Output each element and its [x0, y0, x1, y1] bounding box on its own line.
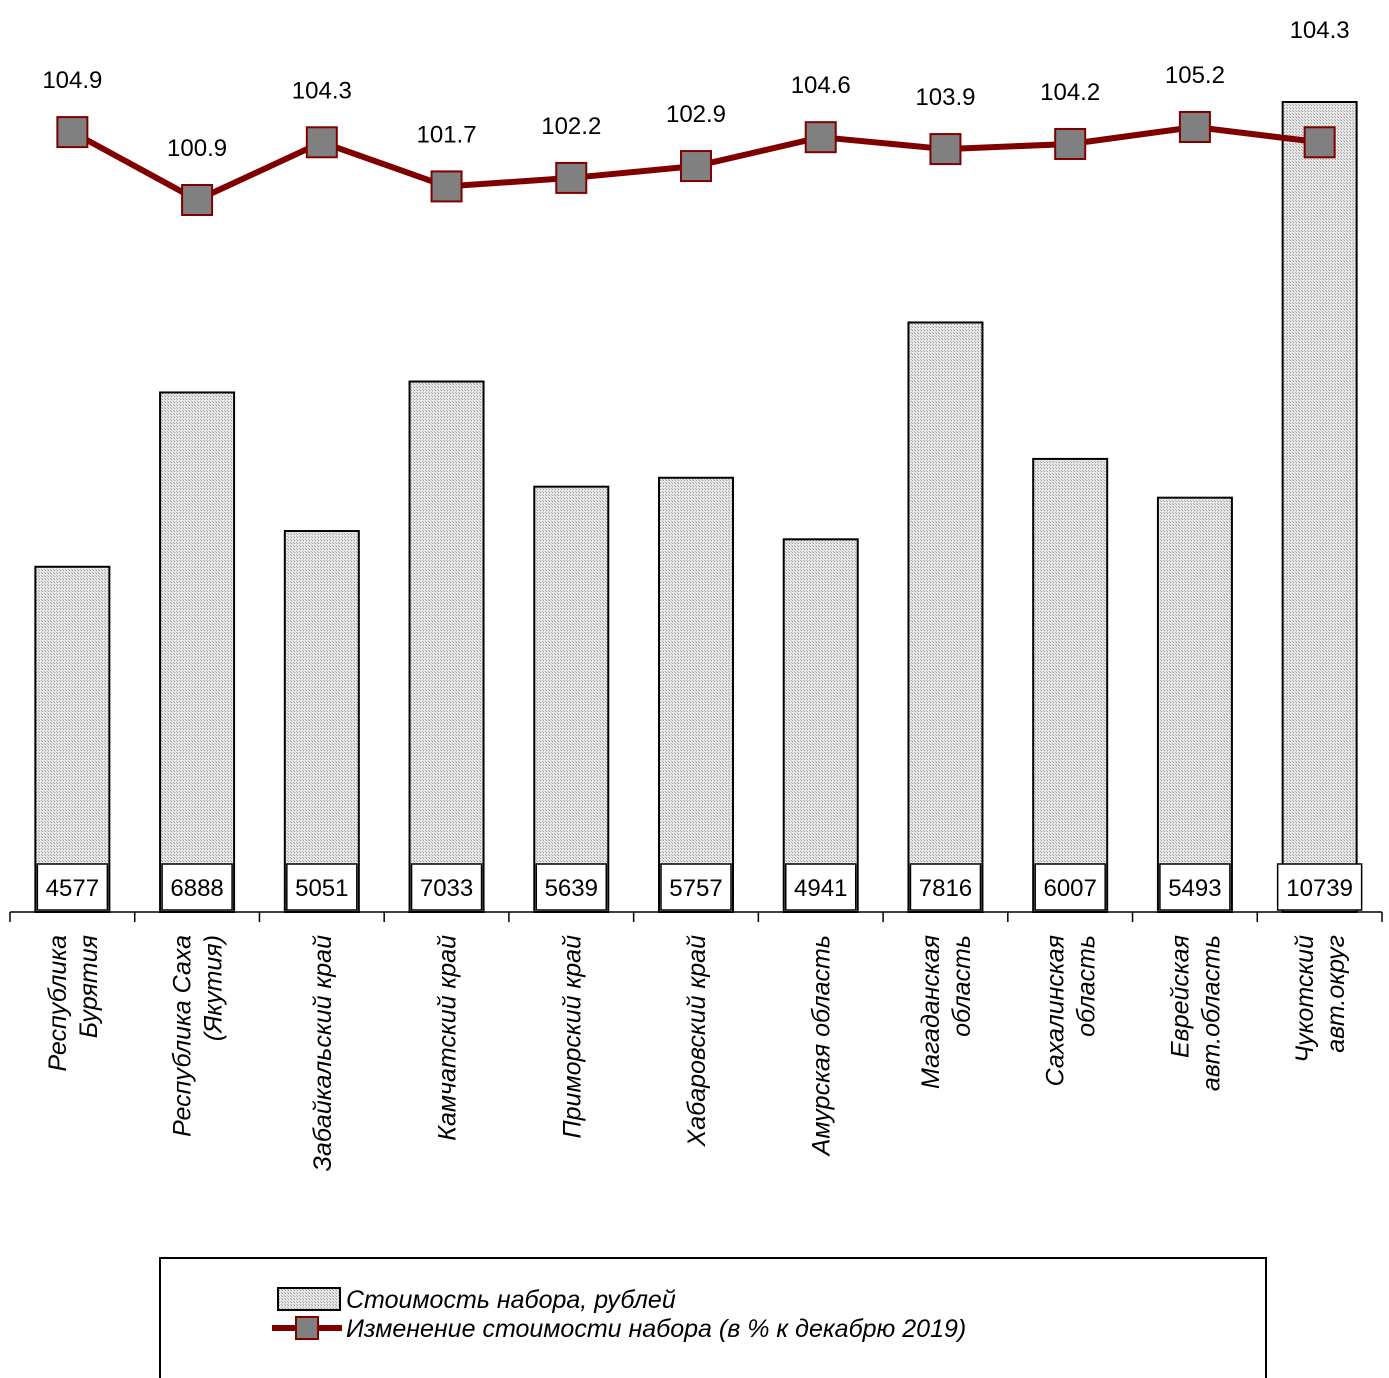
bar-value-box	[1276, 863, 1363, 911]
line-value-label: 102.2	[541, 113, 601, 140]
x-tick-label: Еврейская	[1166, 935, 1194, 1058]
bar-value-box	[410, 863, 483, 911]
bar-value-label: 5051	[295, 875, 348, 902]
bar-value-box	[660, 863, 732, 911]
bar-value-label: 6007	[1043, 875, 1096, 902]
bar-value-box	[909, 863, 982, 911]
line-point-marker	[1303, 126, 1336, 159]
bar	[34, 565, 111, 914]
x-tick-label: авт.область	[1197, 935, 1225, 1091]
legend: Стоимость набора, рублей Изменение стоим…	[159, 1257, 1267, 1378]
bar-value-box	[535, 863, 608, 911]
bar-value-label: 5757	[669, 875, 722, 902]
line-value-label: 104.3	[1290, 17, 1350, 44]
bar	[159, 391, 236, 914]
bar-value-box	[784, 863, 857, 911]
line-point-marker	[929, 133, 962, 166]
legend-line-label: Изменение стоимости набора (в % к декабр…	[346, 1315, 966, 1343]
line-value-label: 104.6	[791, 72, 851, 99]
line-point-marker	[680, 150, 712, 183]
bar-value-label: 7033	[420, 875, 473, 902]
x-tick-label: Хабаровский край	[683, 935, 711, 1148]
line-point-marker	[1178, 111, 1211, 143]
line-value-label: 101.7	[417, 121, 477, 148]
bar	[533, 485, 610, 913]
line-value-label: 103.9	[915, 84, 975, 111]
bar-value-box	[36, 863, 109, 911]
line-point-marker	[305, 126, 338, 159]
bar	[1281, 101, 1358, 913]
x-tick-label: Магаданская	[917, 935, 945, 1089]
line-value-label: 100.9	[167, 135, 227, 162]
bar-value-label: 5639	[545, 875, 598, 902]
legend-marker-swatch	[295, 1316, 319, 1340]
bar-value-box	[1034, 863, 1106, 911]
line-value-label: 102.9	[666, 101, 726, 128]
bar-value-label: 6888	[170, 875, 223, 902]
bar-value-label: 4941	[794, 875, 847, 902]
bar	[1156, 496, 1233, 913]
bar	[782, 538, 859, 914]
line-value-label: 104.9	[42, 67, 102, 94]
line-value-label: 104.3	[292, 77, 352, 104]
bar-value-label: 4577	[46, 875, 99, 902]
x-tick-label: Бурятия	[75, 935, 103, 1038]
x-tick-label: Сахалинская	[1042, 935, 1070, 1086]
x-tick-label: (Якутия)	[200, 935, 228, 1041]
line-point-marker	[430, 170, 463, 203]
bar	[408, 380, 485, 913]
x-tick-label: Забайкальский край	[309, 935, 337, 1171]
line-point-marker	[181, 184, 214, 216]
x-tick-label: Амурская область	[808, 935, 836, 1157]
bar-value-label: 10739	[1286, 875, 1353, 902]
x-tick-label: Приморский край	[558, 935, 586, 1139]
bar	[658, 476, 734, 913]
percent-line-series: 104.9 100.9 104.3 101.7 102.2 102.9 104.6 103.9…	[42, 17, 1350, 216]
x-tick-label: Республика	[44, 935, 72, 1072]
legend-box	[159, 1257, 1267, 1378]
line-point-marker	[56, 116, 89, 149]
bars: 4577 6888 5051 7033 5639 5757 4941 7816 6007 5493…	[34, 101, 1363, 914]
legend-bar-label: Стоимость набора, рублей	[346, 1286, 676, 1314]
line-value-label: 104.2	[1040, 79, 1100, 106]
bar-value-label: 7816	[919, 875, 972, 902]
bar	[283, 530, 360, 913]
x-tick-label: авт.округ	[1322, 935, 1350, 1053]
bar	[907, 321, 984, 913]
line-point-marker	[1054, 127, 1087, 160]
line-value-label: 105.2	[1165, 62, 1225, 89]
bar-value-label: 5493	[1168, 875, 1221, 902]
bar-value-box	[161, 863, 233, 911]
line-point-marker	[555, 161, 588, 194]
x-tick-label: область	[1073, 935, 1101, 1037]
bar-value-box	[1159, 863, 1231, 911]
x-tick-label: Чукотский	[1291, 935, 1319, 1063]
line-point-marker	[804, 121, 837, 154]
legend-bar-swatch	[277, 1287, 341, 1311]
x-axis: Республика Бурятия Республика Саха (Якутия)…	[9, 911, 1383, 1171]
x-tick-label: Республика Саха	[169, 935, 197, 1137]
x-tick-label: Камчатский край	[434, 935, 462, 1141]
bar-value-box	[286, 863, 358, 911]
x-tick-label: область	[948, 935, 976, 1037]
bar	[1032, 457, 1109, 913]
